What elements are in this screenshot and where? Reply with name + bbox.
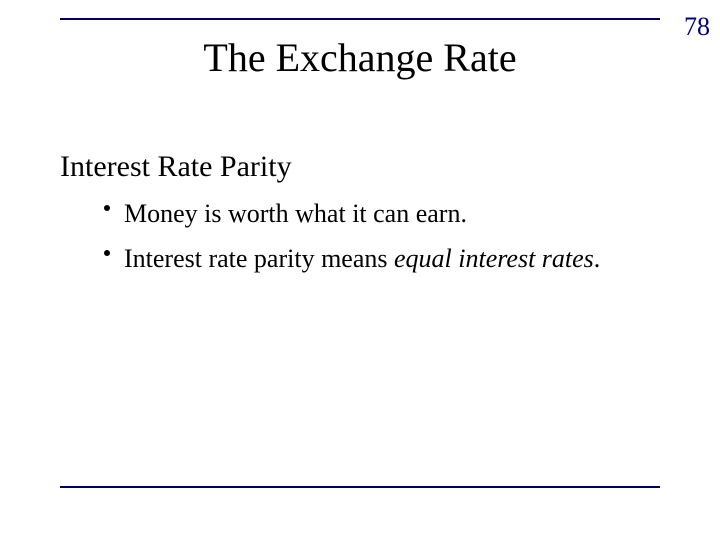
bullet-list: Money is worth what it can earn. Interes… <box>104 196 664 286</box>
list-item: Money is worth what it can earn. <box>104 196 664 231</box>
bullet-prefix: Interest rate parity means <box>124 244 394 273</box>
section-subtitle: Interest Rate Parity <box>60 150 292 184</box>
bottom-rule <box>60 486 660 488</box>
bullet-text: Interest rate parity means equal interes… <box>124 241 600 276</box>
bullet-dot-icon <box>104 250 110 256</box>
list-item: Interest rate parity means equal interes… <box>104 241 664 276</box>
top-rule <box>60 18 660 20</box>
slide-title: The Exchange Rate <box>0 34 720 81</box>
bullet-text: Money is worth what it can earn. <box>124 196 467 231</box>
bullet-suffix: . <box>594 244 601 273</box>
bullet-italic: equal interest rates <box>394 244 594 273</box>
slide: 78 The Exchange Rate Interest Rate Parit… <box>0 0 720 540</box>
bullet-dot-icon <box>104 205 110 211</box>
